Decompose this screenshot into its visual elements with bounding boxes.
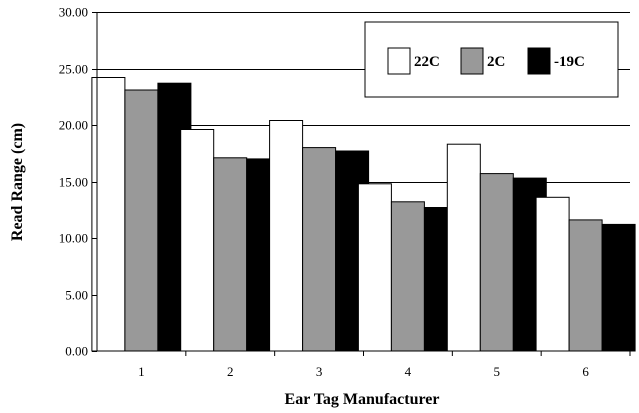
x-tick-label: 6	[582, 364, 589, 379]
x-tick-labels: 1 2 3 4 5 6	[138, 351, 631, 379]
legend-swatch-2c	[460, 47, 484, 75]
y-tick-label: 15.00	[59, 175, 88, 190]
bar-6-minus19c	[601, 223, 636, 352]
legend-label-minus19c: -19C	[554, 54, 585, 70]
bar-2-22c	[180, 129, 215, 352]
bar-5-2c	[479, 173, 514, 352]
x-tick-label: 4	[405, 364, 412, 379]
bar-4-2c	[390, 201, 425, 352]
y-tick-label: 30.00	[59, 5, 88, 20]
y-tick-label: 10.00	[59, 231, 88, 246]
legend-label-22c: 22C	[414, 54, 440, 70]
bar-2-2c	[213, 157, 248, 352]
legend: 22C 2C -19C	[364, 21, 619, 98]
bar-4-22c	[357, 183, 392, 352]
x-tick-label: 2	[227, 364, 234, 379]
bar-6-2c	[568, 219, 603, 352]
y-tick-label: 25.00	[59, 62, 88, 77]
bar-3-22c	[269, 120, 304, 352]
y-tick-label: 20.00	[59, 118, 88, 133]
x-tick-label: 3	[316, 364, 323, 379]
y-tick-label: 5.00	[65, 288, 88, 303]
y-axis-title: Read Range (cm)	[9, 123, 26, 241]
legend-swatch-22c	[387, 47, 411, 75]
bar-5-22c	[446, 143, 481, 352]
y-tick-labels: 0.00 5.00 10.00 15.00 20.00 25.00 30.00	[59, 5, 97, 359]
bar-1-2c	[124, 89, 159, 352]
legend-swatch-minus19c	[527, 47, 551, 75]
x-tick-label: 1	[138, 364, 145, 379]
bars	[91, 77, 636, 352]
x-axis-title: Ear Tag Manufacturer	[285, 391, 440, 408]
x-tick-label: 5	[494, 364, 501, 379]
y-tick-label: 0.00	[65, 344, 88, 359]
bar-3-2c	[302, 147, 337, 352]
legend-label-2c: 2C	[487, 54, 505, 70]
bar-6-22c	[535, 196, 570, 352]
